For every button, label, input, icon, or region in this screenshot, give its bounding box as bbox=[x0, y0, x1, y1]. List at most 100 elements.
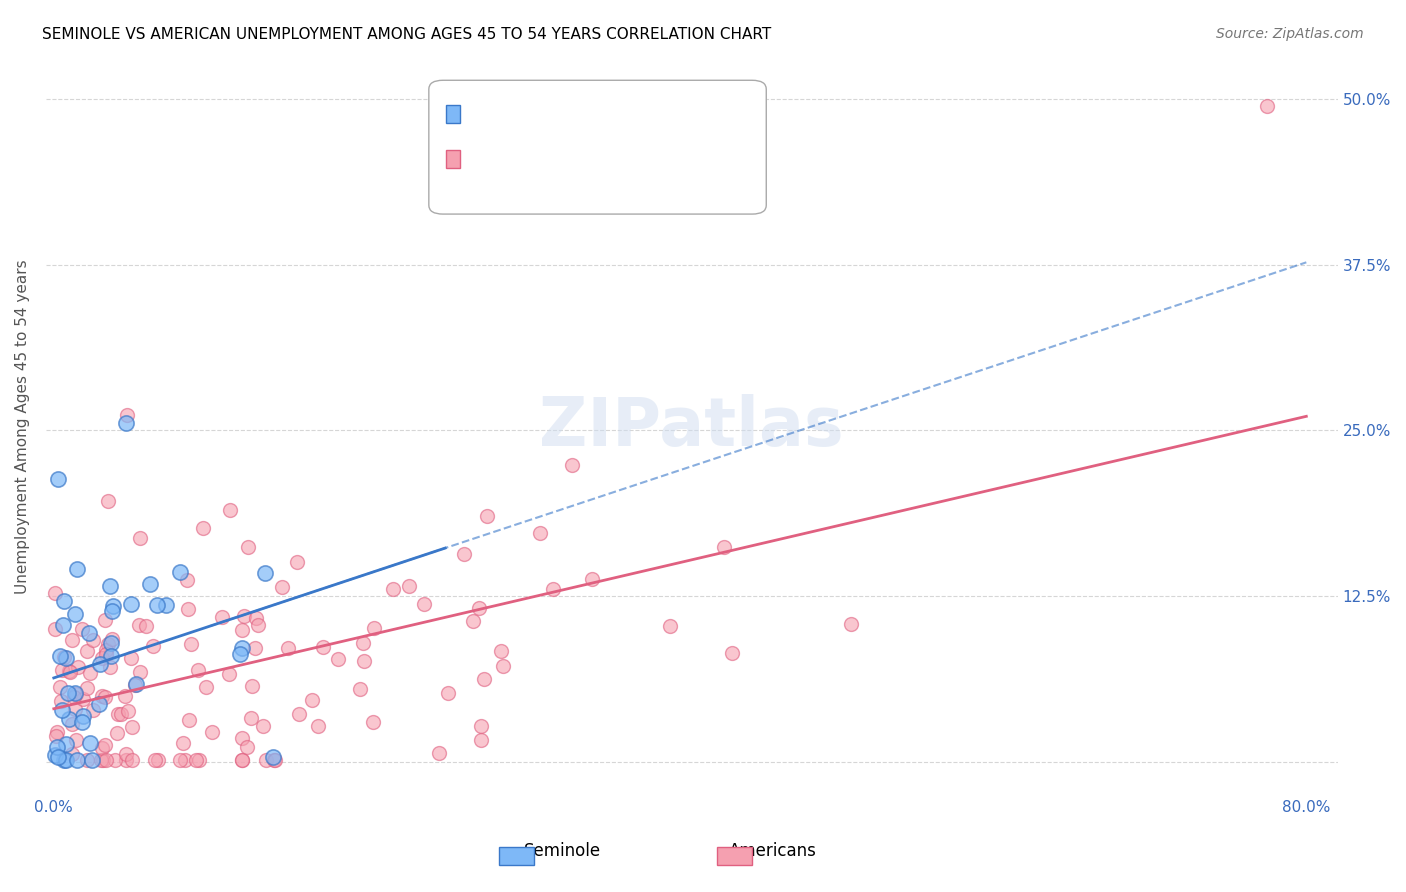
Point bbox=[245, 610, 267, 624]
Point bbox=[239, 711, 262, 725]
Point bbox=[529, 526, 551, 541]
Point bbox=[427, 746, 450, 760]
Point bbox=[59, 665, 82, 679]
Point bbox=[231, 624, 253, 638]
Point bbox=[231, 731, 253, 745]
Point bbox=[100, 648, 122, 663]
Point bbox=[437, 686, 460, 700]
Point bbox=[114, 753, 136, 767]
Point bbox=[413, 598, 436, 612]
Point bbox=[82, 703, 104, 717]
Point bbox=[58, 712, 80, 726]
Point bbox=[72, 708, 94, 723]
Text: Americans: Americans bbox=[730, 842, 817, 860]
Text: Seminole: Seminole bbox=[524, 842, 600, 860]
Point bbox=[115, 417, 138, 431]
Point bbox=[96, 647, 118, 661]
Point bbox=[287, 707, 309, 722]
Text: 0.162: 0.162 bbox=[516, 103, 568, 120]
Text: N =: N = bbox=[576, 103, 613, 120]
Point bbox=[253, 566, 276, 580]
Point bbox=[56, 685, 79, 699]
Point bbox=[91, 753, 114, 767]
Point bbox=[63, 690, 86, 704]
Point bbox=[80, 753, 103, 767]
Point bbox=[541, 582, 564, 596]
Point bbox=[46, 472, 69, 486]
Point bbox=[72, 715, 94, 730]
Point bbox=[105, 726, 128, 740]
Point bbox=[177, 602, 200, 616]
Point bbox=[477, 508, 499, 523]
Point bbox=[46, 725, 69, 739]
Text: N =: N = bbox=[576, 147, 613, 165]
Point bbox=[581, 572, 603, 586]
Point bbox=[65, 702, 87, 716]
Point bbox=[49, 694, 72, 708]
Point bbox=[328, 652, 350, 666]
Point bbox=[155, 599, 177, 613]
Point bbox=[65, 562, 87, 576]
Point bbox=[1256, 99, 1278, 113]
Y-axis label: Unemployment Among Ages 45 to 54 years: Unemployment Among Ages 45 to 54 years bbox=[15, 260, 30, 594]
Point bbox=[721, 646, 744, 660]
Point bbox=[65, 733, 87, 747]
Point bbox=[49, 649, 72, 664]
Point bbox=[101, 599, 124, 614]
Point bbox=[236, 740, 259, 755]
Point bbox=[659, 619, 682, 633]
Point bbox=[180, 636, 202, 650]
Point bbox=[117, 704, 139, 718]
Point bbox=[129, 531, 152, 545]
Point bbox=[128, 617, 150, 632]
Point bbox=[218, 666, 240, 681]
Point bbox=[94, 614, 117, 628]
Point bbox=[308, 719, 330, 733]
Point bbox=[94, 753, 117, 767]
Point bbox=[72, 692, 94, 706]
Point bbox=[44, 748, 66, 763]
Point bbox=[231, 753, 253, 767]
Point bbox=[115, 409, 138, 423]
Point bbox=[188, 753, 211, 767]
Point bbox=[713, 540, 735, 554]
Point bbox=[101, 604, 124, 618]
Point bbox=[172, 736, 194, 750]
Point bbox=[277, 641, 299, 656]
Text: R =: R = bbox=[464, 103, 501, 120]
Point bbox=[77, 626, 100, 640]
Point bbox=[491, 659, 513, 673]
Point bbox=[176, 573, 198, 587]
Point bbox=[65, 753, 87, 767]
Point bbox=[90, 650, 112, 665]
Point bbox=[470, 719, 492, 733]
Point bbox=[110, 707, 132, 722]
Point bbox=[468, 600, 491, 615]
Point bbox=[87, 697, 110, 711]
Text: 129: 129 bbox=[626, 147, 661, 165]
Point bbox=[100, 636, 122, 650]
Point bbox=[44, 586, 66, 600]
Point bbox=[240, 679, 263, 693]
Point bbox=[187, 664, 209, 678]
Point bbox=[262, 750, 284, 764]
Point bbox=[361, 714, 384, 729]
Point bbox=[120, 651, 142, 665]
Point bbox=[201, 725, 224, 739]
Point bbox=[65, 607, 87, 621]
Point bbox=[229, 647, 252, 661]
Point bbox=[252, 719, 274, 733]
Point bbox=[561, 458, 583, 473]
Point bbox=[363, 621, 385, 635]
Point bbox=[472, 672, 495, 686]
Point bbox=[169, 565, 191, 579]
Point bbox=[177, 713, 200, 727]
Text: 0.404: 0.404 bbox=[516, 147, 568, 165]
Point bbox=[53, 593, 76, 607]
Point bbox=[270, 580, 292, 594]
Point bbox=[232, 608, 254, 623]
Point bbox=[146, 599, 169, 613]
Point bbox=[238, 540, 260, 554]
Point bbox=[174, 753, 197, 767]
Point bbox=[129, 665, 152, 679]
